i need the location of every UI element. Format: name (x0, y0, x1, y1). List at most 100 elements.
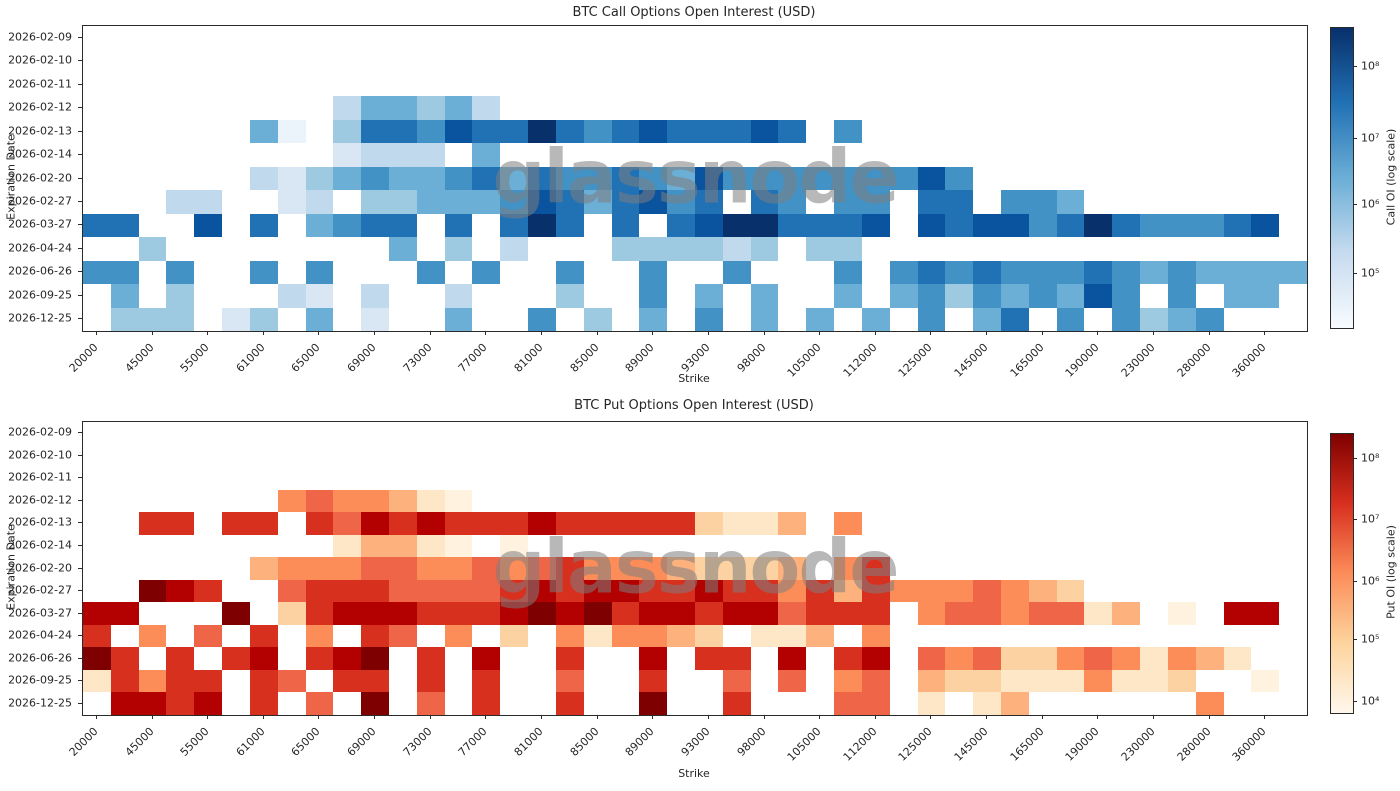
x-axis-label: Strike (678, 372, 710, 385)
y-tick-label: 2026-02-12 (8, 493, 72, 507)
y-tick-mark (78, 107, 82, 109)
y-tick-mark (78, 247, 82, 249)
y-tick-label: 2026-09-25 (8, 673, 72, 687)
y-tick-mark (78, 680, 82, 682)
x-tick-mark (207, 715, 209, 719)
heatmap-cell (1251, 669, 1280, 693)
heatmap-cell (973, 579, 1001, 603)
heatmap-cell (750, 119, 779, 144)
heatmap-cell (194, 579, 223, 603)
heatmap-cell (444, 579, 473, 603)
heatmap-cell (861, 557, 890, 580)
colorbar-tick-mark (1353, 204, 1357, 205)
x-axis-label: Strike (678, 767, 710, 780)
colorbar (1330, 27, 1354, 329)
heatmap-cell (1279, 260, 1307, 285)
heatmap-cell (1251, 260, 1280, 285)
heatmap-cell (1056, 602, 1085, 625)
heatmap-cell (1223, 647, 1252, 670)
heatmap-cell (695, 624, 723, 648)
x-tick-mark (707, 715, 709, 719)
heatmap-cell (333, 512, 362, 535)
heatmap-cell (1084, 284, 1113, 308)
heatmap-cell (1223, 213, 1252, 238)
heatmap-cell (166, 669, 195, 693)
y-tick-label: 2026-09-25 (8, 288, 72, 302)
heatmap-cell (667, 119, 695, 144)
heatmap-cell (806, 602, 835, 625)
heatmap-cell (945, 284, 974, 308)
colorbar-label: Call OI (log scale) (1384, 128, 1398, 226)
y-tick-mark (78, 318, 82, 320)
heatmap-cell (416, 669, 445, 693)
y-tick-mark (78, 702, 82, 704)
heatmap-cell (1140, 213, 1168, 238)
heatmap-cell (555, 213, 584, 238)
heatmap-cell (695, 647, 723, 670)
heatmap-cell (194, 692, 223, 715)
heatmap-cell (444, 489, 473, 513)
x-tick-mark (207, 331, 209, 335)
y-tick-label: 2026-03-27 (8, 606, 72, 620)
heatmap-cell (639, 579, 668, 603)
heatmap-cell (667, 602, 695, 625)
heatmap-cell (834, 579, 862, 603)
heatmap-cell (861, 624, 890, 648)
heatmap-cell (1001, 579, 1029, 603)
heatmap-cell (333, 143, 362, 167)
heatmap-cell (834, 602, 862, 625)
heatmap-cell (389, 579, 417, 603)
heatmap-cell (277, 190, 306, 214)
x-tick-label: 20000 (66, 724, 101, 759)
heatmap-cell (472, 602, 501, 625)
x-tick-mark (1153, 715, 1154, 719)
heatmap-cell (750, 624, 779, 648)
x-tick-mark (986, 331, 988, 335)
heatmap-cell (555, 166, 584, 191)
heatmap-cell (305, 284, 334, 308)
heatmap-cell (500, 624, 529, 648)
heatmap-cell (1112, 260, 1141, 285)
x-tick-mark (1264, 715, 1266, 719)
heatmap-cell (166, 284, 195, 308)
heatmap-cell (722, 579, 751, 603)
y-tick-label: 2026-12-25 (8, 696, 72, 710)
heatmap-cell (361, 119, 389, 144)
heatmap-cell (305, 557, 334, 580)
x-tick-mark (1041, 331, 1043, 335)
heatmap-cell (138, 624, 167, 648)
heatmap-cell (528, 166, 556, 191)
heatmap-cell (639, 260, 668, 285)
heatmap-cell (639, 190, 668, 214)
heatmap-cell (416, 489, 445, 513)
heatmap-cell (611, 512, 640, 535)
heatmap-cell (416, 647, 445, 670)
y-tick-mark (78, 271, 82, 273)
heatmap-cell (611, 213, 640, 238)
x-tick-mark (318, 715, 320, 719)
x-tick-mark (151, 715, 153, 719)
heatmap-cell (500, 557, 529, 580)
heatmap-cell (722, 647, 751, 670)
heatmap-cell (361, 602, 389, 625)
heatmap-cell (555, 512, 584, 535)
heatmap-cell (249, 512, 278, 535)
y-tick-label: 2026-02-11 (8, 470, 72, 484)
heatmap-cell (917, 260, 946, 285)
heatmap-cell (444, 534, 473, 558)
heatmap-cell (500, 602, 529, 625)
heatmap-cell (611, 190, 640, 214)
heatmap-cell (917, 166, 946, 191)
heatmap-cell (806, 579, 835, 603)
heatmap-cell (305, 307, 334, 331)
x-tick-mark (374, 715, 376, 719)
heatmap-cell (1001, 307, 1029, 331)
heatmap-cell (750, 284, 779, 308)
x-tick-labels: 20000 45000 55000 61000 65000 69000 73000 77000… (67, 331, 1306, 393)
heatmap-cell (138, 307, 167, 331)
heatmap-cell (750, 237, 779, 261)
heatmap-cell (528, 213, 556, 238)
heatmap-cell (639, 237, 668, 261)
heatmap-cell (1112, 669, 1141, 693)
y-tick-mark (78, 130, 82, 132)
